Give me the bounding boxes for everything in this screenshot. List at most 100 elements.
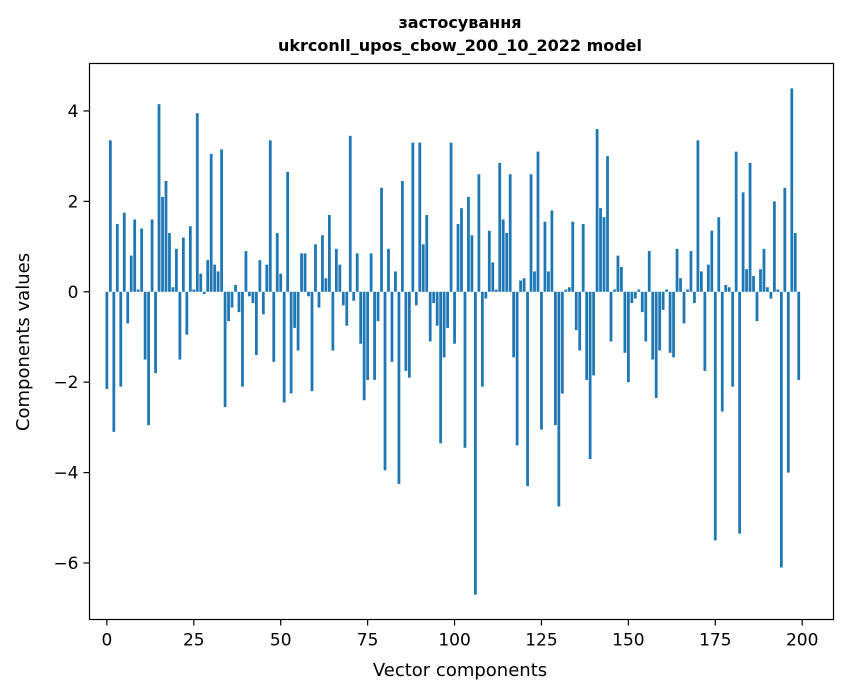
bar [626, 291, 630, 383]
x-axis-ticks: 0 25 50 75 100 125 150 175 200 [101, 619, 818, 651]
bar [387, 248, 390, 292]
bar [209, 153, 213, 292]
bar [557, 291, 561, 507]
y-tick-label: −4 [53, 464, 78, 484]
bar [550, 210, 554, 292]
bar [136, 289, 140, 292]
bar [717, 217, 721, 292]
bar [220, 149, 224, 292]
bar [773, 201, 776, 292]
bar [480, 291, 484, 387]
bar [331, 291, 335, 351]
bar [686, 289, 689, 292]
bar [310, 291, 314, 392]
bar [216, 271, 220, 292]
bar [404, 291, 408, 371]
bar [602, 217, 606, 292]
bar [421, 244, 425, 292]
bar [797, 291, 801, 380]
bar [522, 278, 526, 292]
bar [428, 291, 432, 342]
bar [282, 291, 286, 403]
bar [348, 135, 352, 292]
bar [706, 264, 710, 292]
bar [693, 291, 696, 304]
bar [463, 291, 467, 448]
bar [366, 291, 370, 380]
bar [682, 291, 686, 324]
bar [599, 208, 602, 292]
bar [508, 174, 512, 292]
bar [317, 291, 321, 308]
bar [195, 113, 199, 292]
bar [620, 266, 623, 292]
bar [766, 287, 769, 292]
bar [175, 248, 178, 292]
y-tick-label: 0 [68, 283, 79, 303]
bar [418, 142, 422, 292]
x-tick-label: 100 [438, 631, 470, 651]
bar [383, 291, 387, 471]
bar [585, 291, 589, 380]
bar [327, 214, 331, 292]
bar [394, 271, 397, 292]
bar [307, 291, 310, 297]
bar [519, 280, 522, 292]
bar [560, 291, 564, 394]
bar [689, 251, 693, 292]
bar [613, 289, 616, 292]
bar [373, 291, 376, 380]
bar [474, 291, 477, 595]
bar [661, 291, 665, 310]
y-tick-label: −6 [53, 554, 78, 574]
bar [147, 291, 150, 426]
bar [491, 262, 495, 292]
bar [338, 264, 342, 292]
bar [411, 142, 415, 292]
bar [460, 208, 463, 292]
bar [609, 291, 613, 342]
bar [105, 291, 109, 389]
bar [289, 291, 293, 394]
bar [143, 291, 147, 360]
bar [720, 291, 724, 412]
bar [324, 278, 328, 292]
bar [592, 291, 596, 376]
bar [713, 291, 717, 541]
bar [616, 255, 620, 292]
bar [244, 251, 248, 292]
bar [769, 291, 773, 299]
bar [567, 287, 571, 292]
bar [140, 228, 144, 292]
bar [731, 291, 735, 387]
bar [526, 291, 529, 487]
bar [449, 142, 453, 292]
bar [505, 233, 509, 292]
x-tick-label: 175 [699, 631, 731, 651]
bar [547, 271, 550, 292]
bar [487, 230, 491, 292]
bar [786, 291, 790, 473]
bar [665, 289, 669, 292]
bar [748, 162, 752, 292]
bar [574, 291, 578, 331]
bar [581, 223, 585, 292]
bar [446, 291, 449, 328]
bar [150, 219, 154, 292]
bar [161, 196, 164, 292]
bar [275, 233, 279, 292]
bar [230, 291, 234, 308]
bar [432, 291, 436, 304]
bar [630, 291, 634, 304]
bar [644, 291, 648, 342]
bar [588, 291, 592, 460]
bar [192, 289, 196, 292]
bar [734, 151, 738, 292]
plot-frame [88, 62, 835, 621]
y-axis-label: Components values [13, 253, 34, 431]
bar [129, 255, 133, 292]
bar [779, 291, 783, 568]
bar [668, 291, 672, 353]
bar [647, 251, 651, 292]
bar [380, 187, 383, 292]
